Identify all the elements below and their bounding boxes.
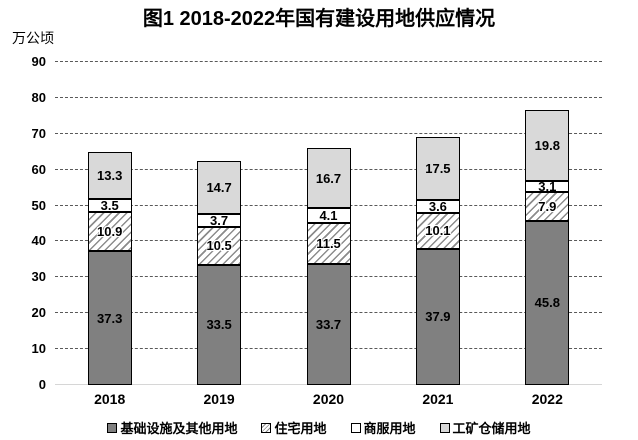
y-axis-label: 90 — [31, 54, 46, 69]
y-axis-label: 0 — [38, 377, 46, 392]
bar-segment: 37.3 — [87, 251, 132, 385]
bar-segment: 33.5 — [197, 264, 242, 385]
x-axis-label: 2019 — [203, 391, 235, 407]
legend-item-commercial: 商服用地 — [350, 418, 416, 437]
bar-segment-label: 10.5 — [206, 238, 232, 254]
stacked-bar: 33.7 11.5 4.1 16.7 — [306, 148, 351, 385]
bar-segment-label: 17.5 — [425, 160, 451, 176]
x-axis-label: 2020 — [312, 391, 345, 407]
y-axis-unit-label: 万公顷 — [12, 30, 54, 46]
gridline — [55, 61, 602, 62]
x-axis-label: 2022 — [531, 391, 563, 407]
bar-segment-label: 3.1 — [538, 179, 557, 195]
x-axis: 2018 2019 2020 2021 2022 — [55, 391, 602, 411]
bar-segment-label: 7.9 — [538, 198, 557, 214]
bar-segment-label: 3.7 — [210, 212, 229, 228]
bar-segment-label: 13.3 — [97, 168, 123, 184]
legend-label: 工矿仓储用地 — [452, 421, 531, 436]
gridline — [55, 96, 602, 98]
bar-segment-label: 3.5 — [100, 198, 119, 214]
legend-item-industrial: 工矿仓储用地 — [439, 418, 531, 437]
bar-segment: 7.9 — [525, 192, 570, 221]
bar-segment: 16.7 — [306, 148, 351, 209]
y-axis-label: 20 — [31, 305, 46, 321]
bar-segment-label: 33.7 — [315, 317, 342, 333]
bar-segment: 3.1 — [525, 179, 570, 195]
bar-segment: 14.7 — [197, 161, 242, 214]
x-axis-label: 2018 — [94, 391, 126, 407]
bar-segment-label: 3.6 — [428, 198, 447, 214]
bar-segment: 10.5 — [197, 227, 242, 265]
bar-segment: 10.9 — [87, 212, 132, 252]
legend-item-residential: 住宅用地 — [261, 418, 327, 437]
bar-segment: 17.5 — [415, 137, 460, 200]
y-axis-label: 50 — [31, 197, 46, 213]
bar-segment: 11.5 — [306, 222, 351, 265]
bar-segment: 3.7 — [197, 212, 242, 228]
bar-segment-label: 37.9 — [425, 309, 451, 325]
bar-segment: 4.1 — [306, 207, 351, 223]
bar-segment-label: 19.8 — [534, 138, 560, 154]
bar-segment: 3.6 — [415, 198, 460, 214]
stacked-bar: 45.8 7.9 3.1 19.8 — [525, 110, 570, 385]
y-axis-label: 70 — [31, 125, 46, 141]
legend-swatch-commercial-icon — [350, 422, 361, 433]
bar-segment-label: 33.5 — [206, 317, 232, 333]
bar-segment: 45.8 — [525, 220, 570, 385]
bar-segment-label: 4.1 — [319, 207, 338, 223]
bar-segment: 19.8 — [525, 110, 570, 182]
bar-segment-label: 10.9 — [97, 224, 123, 240]
bar-segment-label: 10.1 — [425, 223, 451, 239]
legend: 基础设施及其他用地 住宅用地 商服用地 工矿仓储用地 — [0, 418, 638, 437]
stacked-bar: 37.3 10.9 3.5 13.3 — [87, 151, 132, 385]
bar-segment-label: 16.7 — [315, 170, 342, 186]
y-axis-label: 40 — [31, 233, 46, 249]
y-axis-label: 30 — [31, 269, 46, 285]
gridline — [55, 132, 602, 134]
bar-segment: 33.7 — [306, 264, 351, 385]
stacked-bar: 37.9 10.1 3.6 17.5 — [415, 137, 460, 385]
legend-swatch-infrastructure-icon — [107, 422, 118, 433]
bar-segment: 3.5 — [87, 198, 132, 214]
chart-title: 图1 2018-2022年国有建设用地供应情况 — [142, 8, 496, 30]
legend-label: 基础设施及其他用地 — [120, 421, 238, 436]
legend-swatch-industrial-icon — [439, 422, 450, 433]
bar-segment: 37.9 — [415, 248, 460, 385]
x-axis-label: 2021 — [422, 391, 454, 407]
legend-item-infrastructure: 基础设施及其他用地 — [107, 418, 237, 437]
y-axis-label: 80 — [31, 89, 46, 105]
plot-area: 37.3 10.9 3.5 13.3 33.5 10.5 3.7 14.7 33.7 11.5 4.… — [55, 61, 602, 385]
y-axis: 0 10 20 30 40 50 60 70 80 90 — [0, 54, 46, 392]
bar-segment: 10.1 — [415, 212, 460, 249]
bar-segment: 13.3 — [87, 151, 132, 200]
bar-segment-label: 37.3 — [97, 310, 123, 326]
bar-segment-label: 11.5 — [316, 235, 341, 251]
stacked-bar: 33.5 10.5 3.7 14.7 — [197, 161, 242, 385]
bar-segment-label: 14.7 — [206, 179, 232, 195]
legend-label: 商服用地 — [363, 421, 416, 436]
legend-swatch-residential-icon — [261, 422, 272, 433]
y-axis-label: 60 — [31, 161, 46, 177]
bar-segment-label: 45.8 — [534, 295, 560, 311]
legend-label: 住宅用地 — [274, 421, 327, 436]
y-axis-label: 10 — [31, 341, 46, 357]
